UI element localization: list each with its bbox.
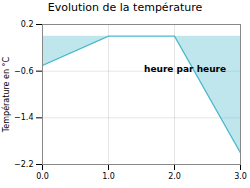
- svg-text:0.0: 0.0: [36, 172, 49, 181]
- svg-text:heure par heure: heure par heure: [144, 64, 226, 74]
- html-text:Evolution de la température: Evolution de la température: [47, 1, 203, 14]
- svg-text:−0.6: −0.6: [14, 67, 33, 76]
- svg-text:Température en °C: Température en °C: [1, 56, 11, 133]
- svg-text:−1.4: −1.4: [14, 113, 33, 122]
- svg-text:−2.2: −2.2: [14, 160, 33, 169]
- svg-text:1.0: 1.0: [102, 172, 115, 181]
- svg-text:2.0: 2.0: [168, 172, 181, 181]
- svg-text:0.2: 0.2: [21, 20, 34, 29]
- svg-text:3.0: 3.0: [234, 172, 247, 181]
